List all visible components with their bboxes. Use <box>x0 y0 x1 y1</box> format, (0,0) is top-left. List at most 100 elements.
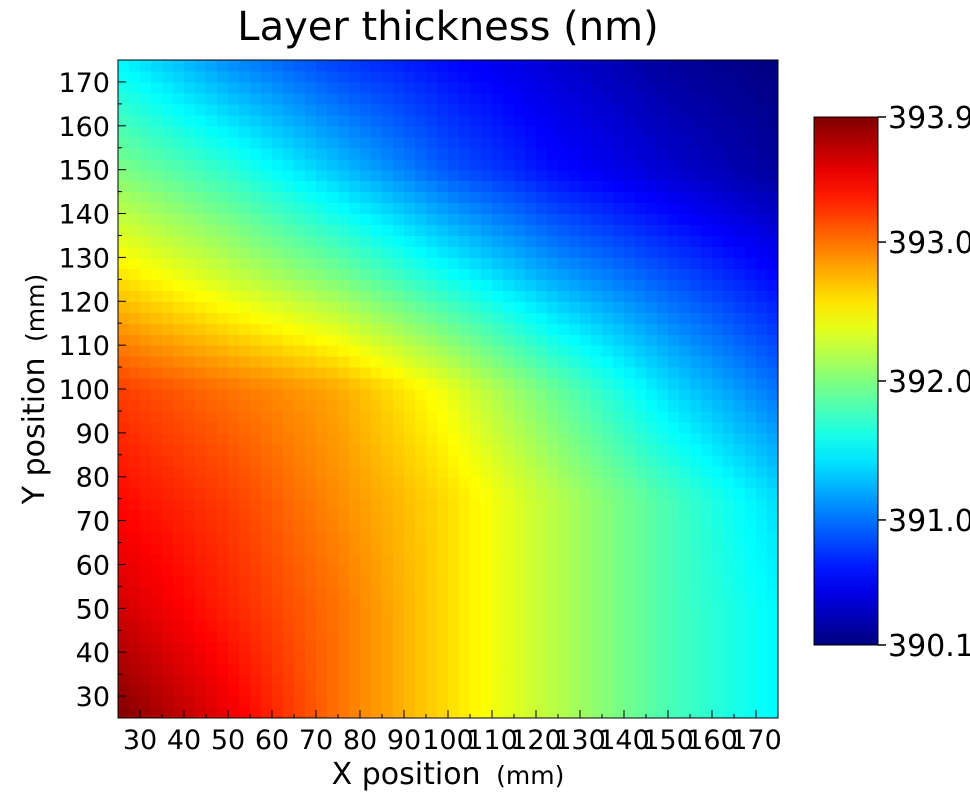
heatmap-cell <box>404 147 416 160</box>
heatmap-cell <box>151 597 163 609</box>
heatmap-cell <box>118 334 130 346</box>
heatmap-cell <box>173 553 185 566</box>
heatmap-cell <box>382 685 394 697</box>
heatmap-cell <box>580 608 592 620</box>
heatmap-cell <box>558 378 570 390</box>
heatmap-cell <box>591 367 603 379</box>
heatmap-cell <box>668 487 680 500</box>
heatmap-cell <box>426 246 438 258</box>
heatmap-cell <box>734 323 746 335</box>
heatmap-cell <box>679 641 691 653</box>
heatmap-cell <box>591 202 603 215</box>
heatmap-cell <box>129 641 141 653</box>
heatmap-cell <box>316 290 328 302</box>
heatmap-cell <box>569 125 581 138</box>
heatmap-cell <box>745 421 757 434</box>
heatmap-cell <box>316 202 328 215</box>
heatmap-cell <box>679 235 691 248</box>
heatmap-cell <box>217 564 229 577</box>
heatmap-cell <box>228 191 240 204</box>
heatmap-cell <box>305 180 317 193</box>
heatmap-cell <box>349 542 361 555</box>
heatmap-cell <box>591 564 603 577</box>
heatmap-cell <box>503 520 515 533</box>
heatmap-cell <box>558 158 570 171</box>
heatmap-cell <box>580 169 592 182</box>
heatmap-cell <box>734 443 746 456</box>
heatmap-cell <box>426 92 438 105</box>
heatmap-cell <box>657 608 669 620</box>
heatmap-cell <box>305 268 317 280</box>
heatmap-cell <box>217 378 229 390</box>
heatmap-cell <box>206 465 218 478</box>
heatmap-cell <box>426 389 438 401</box>
heatmap-cell <box>217 487 229 500</box>
heatmap-cell <box>382 608 394 620</box>
heatmap-cell <box>349 641 361 653</box>
heatmap-cell <box>657 520 669 533</box>
heatmap-cell <box>492 696 504 708</box>
heatmap-cell <box>250 608 262 620</box>
heatmap-cell <box>558 597 570 609</box>
heatmap-cell <box>591 301 603 313</box>
heatmap-cell <box>272 531 284 544</box>
heatmap-cell <box>602 443 614 456</box>
heatmap-cell <box>283 367 295 379</box>
heatmap-cell <box>745 674 757 686</box>
heatmap-cell <box>723 103 735 116</box>
heatmap-cell <box>371 432 383 445</box>
heatmap-cell <box>701 674 713 686</box>
heatmap-cell <box>272 114 284 127</box>
heatmap-cell <box>536 257 548 269</box>
heatmap-cell <box>756 136 768 149</box>
heatmap-cell <box>679 553 691 566</box>
heatmap-cell <box>657 465 669 478</box>
heatmap-cell <box>536 553 548 566</box>
heatmap-cell <box>228 410 240 423</box>
heatmap-cell <box>624 399 636 412</box>
heatmap-cell <box>338 421 350 434</box>
heatmap-cell <box>525 553 537 566</box>
heatmap-cell <box>481 586 493 598</box>
heatmap-cell <box>767 542 779 555</box>
heatmap-cell <box>712 103 724 116</box>
heatmap-cell <box>283 641 295 653</box>
heatmap-cell <box>206 103 218 116</box>
heatmap-cell <box>448 520 460 533</box>
heatmap-cell <box>734 70 746 83</box>
heatmap-cell <box>140 674 152 686</box>
heatmap-cell <box>657 531 669 544</box>
heatmap-cell <box>228 60 240 72</box>
heatmap-cell <box>723 586 735 598</box>
heatmap-cell <box>745 663 757 675</box>
heatmap-cell <box>250 421 262 434</box>
heatmap-cell <box>525 696 537 708</box>
heatmap-cell <box>712 191 724 204</box>
heatmap-cell <box>613 454 625 467</box>
heatmap-cell <box>162 663 174 675</box>
heatmap-cell <box>514 707 526 719</box>
heatmap-cell <box>503 367 515 379</box>
heatmap-cell <box>580 696 592 708</box>
heatmap-cell <box>701 81 713 94</box>
heatmap-cell <box>613 421 625 434</box>
heatmap-cell <box>250 575 262 587</box>
heatmap-cell <box>690 81 702 94</box>
heatmap-cell <box>767 652 779 664</box>
heatmap-cell <box>151 630 163 642</box>
heatmap-cell <box>283 674 295 686</box>
heatmap-cell <box>503 465 515 478</box>
heatmap-cell <box>580 279 592 291</box>
heatmap-cell <box>547 257 559 269</box>
heatmap-cell <box>756 257 768 269</box>
heatmap-cell <box>393 180 405 193</box>
heatmap-cell <box>349 136 361 149</box>
heatmap-cell <box>382 509 394 522</box>
heatmap-cell <box>272 191 284 204</box>
heatmap-cell <box>316 487 328 500</box>
heatmap-cell <box>712 542 724 555</box>
heatmap-cell <box>118 476 130 489</box>
heatmap-cell <box>118 520 130 533</box>
heatmap-cell <box>481 213 493 226</box>
heatmap-cell <box>668 103 680 116</box>
